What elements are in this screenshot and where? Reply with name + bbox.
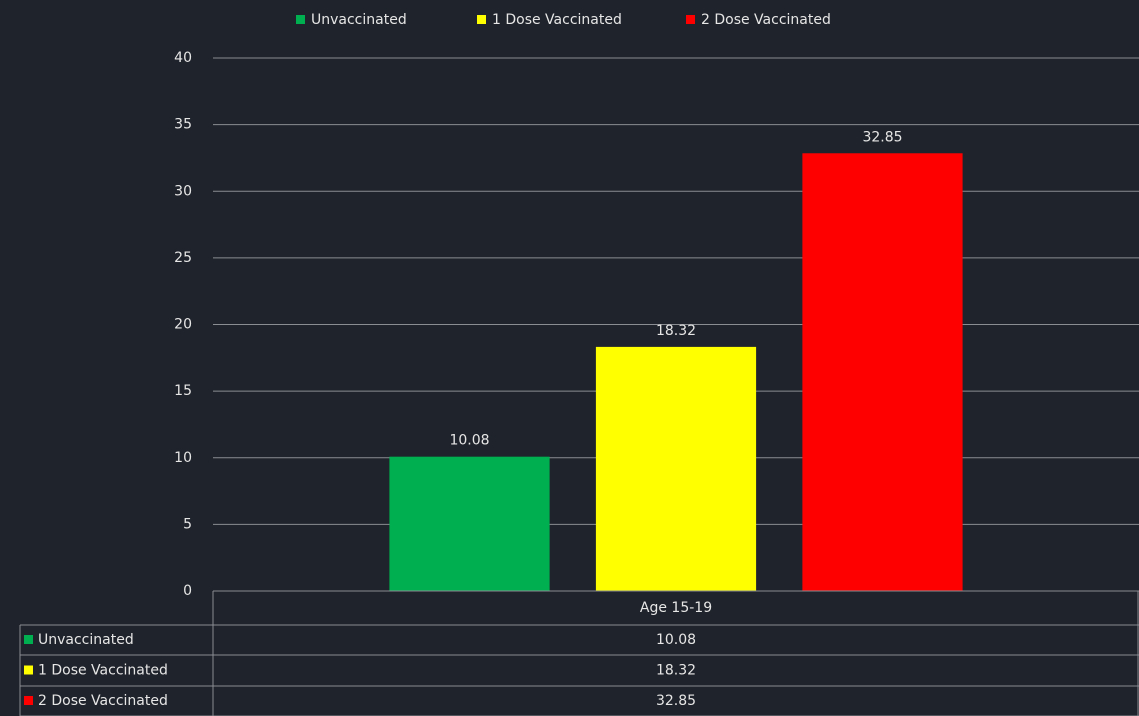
legend-swatch [296, 15, 305, 24]
table-row-label: Unvaccinated [38, 632, 134, 648]
legend-swatch [477, 15, 486, 24]
y-tick-label: 20 [174, 317, 192, 333]
x-tick-label: Age 15-19 [640, 600, 712, 616]
y-tick-label: 5 [183, 516, 192, 532]
y-tick-label: 0 [183, 583, 192, 599]
table-cell: 10.08 [656, 632, 696, 648]
y-tick-label: 35 [174, 117, 192, 133]
y-tick-label: 25 [174, 250, 192, 266]
table-legend-swatch [24, 665, 33, 675]
bar [802, 153, 963, 591]
legend-label: Unvaccinated [311, 12, 407, 28]
data-label: 18.32 [656, 323, 696, 339]
table-legend-swatch [24, 635, 33, 644]
data-label: 32.85 [862, 129, 902, 145]
bar [389, 456, 550, 591]
y-tick-label: 40 [174, 50, 192, 66]
table-row-label: 1 Dose Vaccinated [38, 663, 168, 679]
y-tick-label: 10 [174, 450, 192, 466]
table-cell: 18.32 [656, 663, 696, 679]
data-label: 10.08 [449, 433, 489, 449]
legend-swatch [686, 15, 695, 24]
legend-label: 2 Dose Vaccinated [701, 12, 831, 28]
legend-label: 1 Dose Vaccinated [492, 12, 622, 28]
table-row-label: 2 Dose Vaccinated [38, 693, 168, 709]
y-tick-label: 30 [174, 183, 192, 199]
bar [595, 346, 757, 591]
y-tick-label: 15 [174, 383, 192, 399]
table-legend-swatch [24, 696, 33, 705]
table-cell: 32.85 [656, 693, 696, 709]
